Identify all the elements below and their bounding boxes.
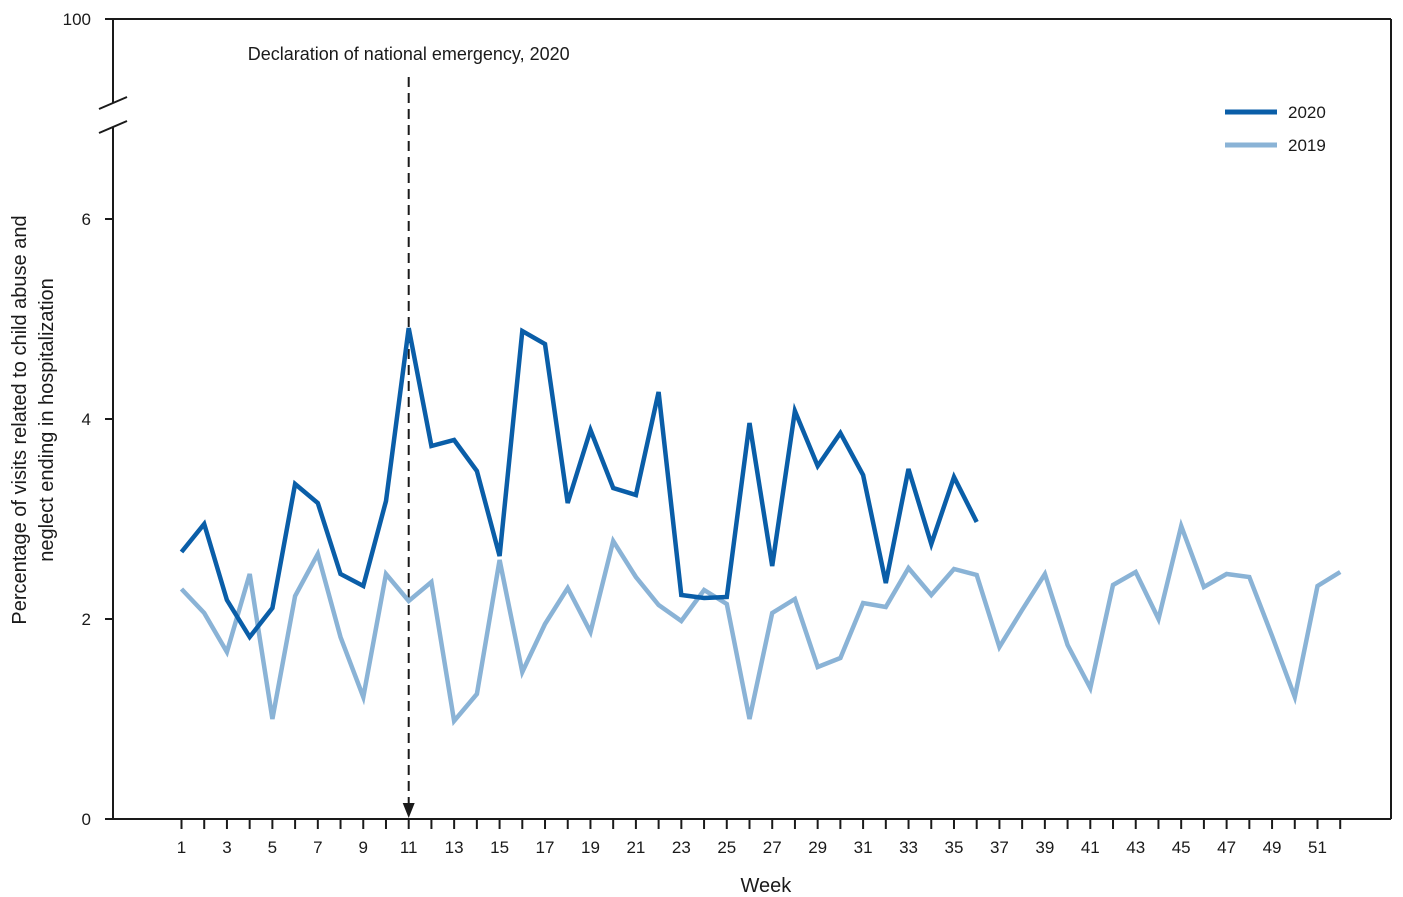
axis-break-mark-lower bbox=[98, 120, 128, 134]
y-axis-title-line: Percentage of visits related to child ab… bbox=[9, 215, 31, 624]
x-tick-label: 41 bbox=[1081, 838, 1100, 857]
y-axis-title-line: neglect ending in hospitalization bbox=[36, 278, 58, 562]
series-line-2020 bbox=[179, 327, 979, 641]
x-tick-label: 9 bbox=[359, 838, 368, 857]
legend-label-2020: 2020 bbox=[1288, 103, 1326, 122]
y-tick-label: 100 bbox=[63, 10, 91, 29]
emergency-arrowhead bbox=[402, 803, 415, 818]
x-tick-label: 23 bbox=[672, 838, 691, 857]
x-tick-label: 29 bbox=[808, 838, 827, 857]
y-tick-label: 0 bbox=[82, 810, 91, 829]
emergency-annotation-label: Declaration of national emergency, 2020 bbox=[248, 44, 570, 64]
axis-break-mark-upper bbox=[98, 96, 128, 110]
x-tick-label: 37 bbox=[990, 838, 1009, 857]
x-tick-label: 45 bbox=[1172, 838, 1191, 857]
x-tick-label: 25 bbox=[717, 838, 736, 857]
x-tick-label: 27 bbox=[763, 838, 782, 857]
x-axis-title: Week bbox=[740, 875, 792, 897]
x-tick-label: 7 bbox=[313, 838, 322, 857]
y-tick-label: 2 bbox=[82, 610, 91, 629]
y-tick-label: 4 bbox=[82, 410, 91, 429]
x-tick-label: 47 bbox=[1217, 838, 1236, 857]
x-tick-label: 33 bbox=[899, 838, 918, 857]
x-tick-label: 3 bbox=[222, 838, 231, 857]
x-tick-label: 1 bbox=[177, 838, 186, 857]
x-tick-label: 49 bbox=[1263, 838, 1282, 857]
x-tick-label: 35 bbox=[945, 838, 964, 857]
x-tick-label: 11 bbox=[400, 838, 418, 857]
y-axis-title: Percentage of visits related to child ab… bbox=[9, 215, 58, 624]
axis-titles: Week Percentage of visits related to chil… bbox=[9, 215, 792, 897]
x-tick-label: 13 bbox=[445, 838, 464, 857]
x-tick-label: 15 bbox=[490, 838, 509, 857]
y-tick-label: 6 bbox=[82, 210, 91, 229]
legend: 2020 2019 bbox=[1225, 103, 1326, 155]
x-tick-label: 19 bbox=[581, 838, 600, 857]
x-tick-label: 39 bbox=[1035, 838, 1054, 857]
legend-label-2019: 2019 bbox=[1288, 136, 1326, 155]
axes bbox=[98, 18, 1392, 820]
x-tick-label: 31 bbox=[854, 838, 873, 857]
x-tick-label: 21 bbox=[626, 838, 645, 857]
series-line-2019 bbox=[179, 518, 1342, 727]
x-tick-label: 43 bbox=[1126, 838, 1145, 857]
x-tick-label: 5 bbox=[268, 838, 277, 857]
annotation-layer: Declaration of national emergency, 2020 bbox=[248, 44, 570, 818]
series-layer bbox=[179, 327, 1342, 727]
x-tick-label: 17 bbox=[536, 838, 555, 857]
x-tick-label: 51 bbox=[1308, 838, 1327, 857]
